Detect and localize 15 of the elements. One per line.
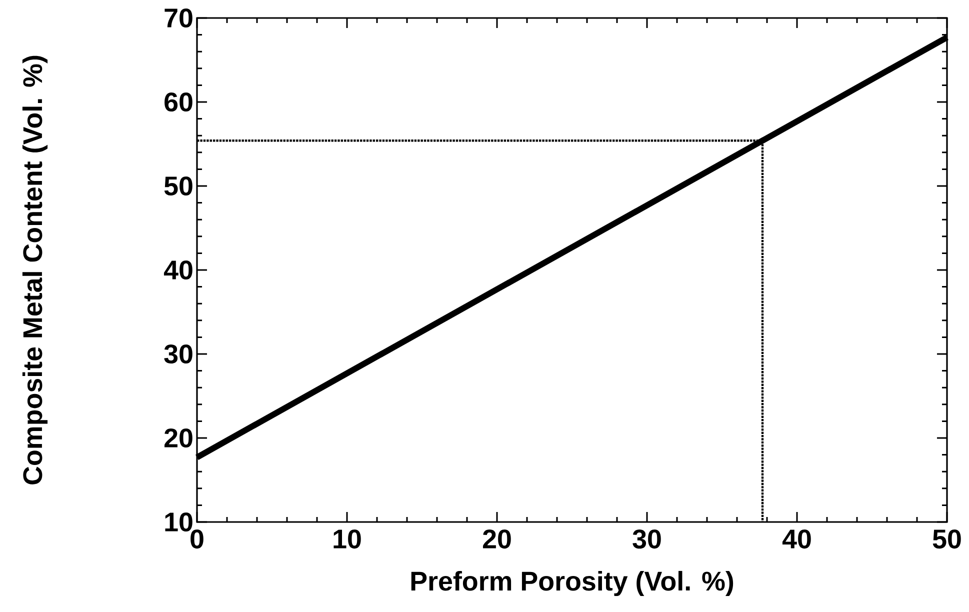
x-tick-label: 40 — [782, 530, 811, 549]
y-tick-label: 50 — [164, 176, 192, 196]
y-tick-label: 60 — [164, 92, 192, 112]
y-tick-label: 70 — [164, 8, 192, 28]
y-axis-title: Composite Metal Content (Vol. %) — [22, 56, 48, 484]
x-tick-label: 50 — [932, 530, 961, 549]
y-tick-label: 40 — [164, 260, 192, 280]
y-tick-label: 10 — [165, 512, 192, 532]
x-tick-label: 0 — [190, 530, 204, 549]
x-tick-label: 20 — [482, 530, 511, 549]
y-tick-label: 20 — [164, 428, 192, 448]
x-axis-title: Preform Porosity (Vol. %) — [411, 570, 734, 596]
x-tick-label: 30 — [632, 530, 661, 549]
x-tick-label: 10 — [334, 530, 361, 549]
y-tick-label: 30 — [164, 344, 192, 364]
